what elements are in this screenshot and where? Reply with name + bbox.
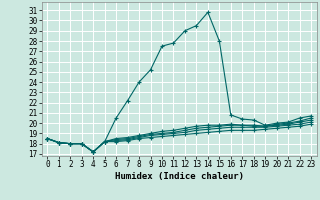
X-axis label: Humidex (Indice chaleur): Humidex (Indice chaleur): [115, 172, 244, 181]
